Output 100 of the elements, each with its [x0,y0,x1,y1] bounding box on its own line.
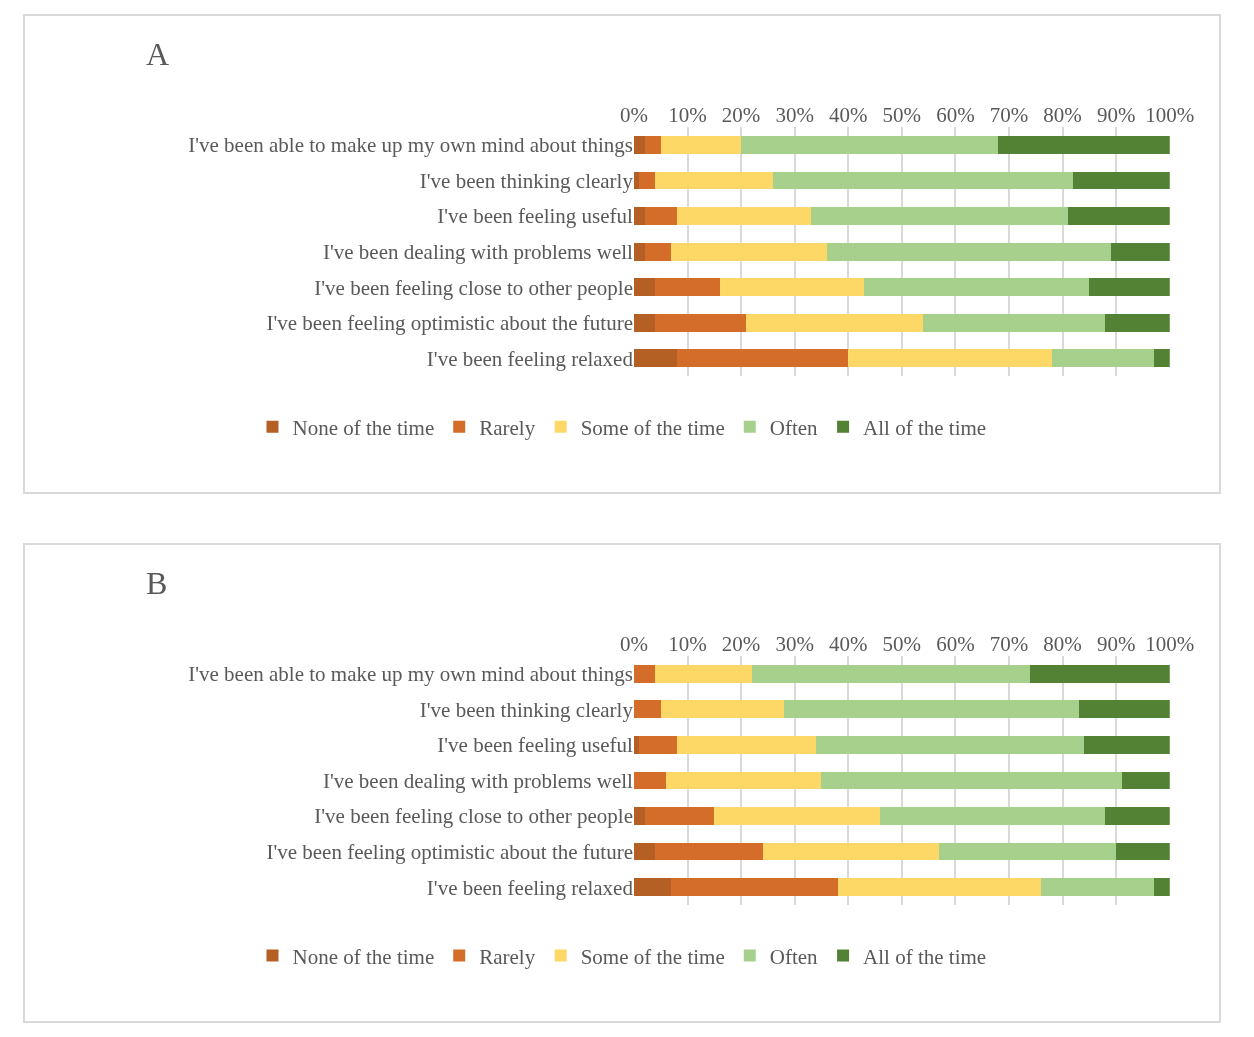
bar [644,242,672,261]
y-tick-label: I've been thinking clearly [419,697,634,722]
bar [880,807,1106,825]
x-tick-label: 10% [668,631,707,656]
x-tick-label: 60% [936,631,975,656]
y-tick-label: I've been feeling useful [437,204,634,229]
y-tick-label: I've been feeling optimistic about the future [266,839,633,864]
bar [633,313,656,332]
y-tick-label: I've been feeling relaxed [426,346,634,371]
bar [676,736,817,754]
bar [655,171,774,190]
y-tick-label: I've been feeling close to other people [314,804,633,829]
x-tick-label: 20% [721,102,761,127]
bar [1073,171,1170,190]
legend-label: All of the time [863,415,987,440]
x-tick-label: 70% [989,631,1029,656]
bar [1153,878,1170,897]
x-tick-label: 30% [775,102,814,127]
legend-label: Some of the time [580,415,725,440]
bar [773,171,1074,190]
y-tick-label: I've been feeling relaxed [426,875,634,900]
x-tick-label: 60% [936,102,975,127]
bar [783,700,1079,719]
bar [1116,842,1170,861]
x-tick-label: 50% [882,631,922,656]
bar [671,242,827,261]
bar [821,771,1122,790]
x-tick-label: 70% [989,102,1029,127]
bar [816,736,1085,754]
x-tick-label: 40% [829,631,868,656]
x-tick-label: 80% [1043,631,1082,656]
bar [1041,878,1154,897]
legend-label: Rarely [479,415,536,440]
x-tick-label: 90% [1096,631,1136,656]
bar [639,171,656,190]
bar [655,842,763,861]
x-tick-label: 20% [721,631,761,656]
bar [660,700,784,719]
legend-label: Often [769,415,819,440]
x-tick-label: 30% [775,631,814,656]
bar [848,349,1052,368]
bar [633,278,656,297]
y-tick-label: I've been feeling useful [437,733,634,758]
bar [633,207,645,225]
bar [998,136,1170,154]
y-tick-label: I've been feeling close to other people [314,275,633,300]
y-tick-label: I've been able to make up my own mind about things [188,662,633,687]
y-tick-label: I've been able to make up my own mind about things [188,133,633,158]
y-tick-label: I've been dealing with problems well [323,768,634,793]
x-tick-label: 80% [1043,102,1082,127]
bar [633,242,645,261]
bar [714,807,881,825]
bar [644,207,677,225]
bar [837,878,1042,897]
x-tick-label: 50% [882,102,922,127]
bar [1030,664,1170,683]
bar [633,700,661,719]
bar [655,313,747,332]
bar [923,313,1106,332]
bar [655,278,720,297]
bar [633,736,640,754]
y-tick-label: I've been dealing with problems well [323,239,634,264]
bar [639,736,677,754]
x-tick-label: 100% [1145,102,1195,127]
bar [644,136,661,154]
bar [671,878,838,897]
bar [666,771,822,790]
bar [741,136,999,154]
bar [1078,700,1170,719]
bar [826,242,1111,261]
text: B [146,565,168,601]
bar [633,136,645,154]
legend-label: All of the time [863,944,987,969]
bar [676,207,811,225]
bar [633,771,667,790]
x-tick-label: 0% [619,102,648,127]
y-tick-label: I've been feeling optimistic about the future [266,311,633,336]
bar [633,664,656,683]
bar [1067,207,1170,225]
legend-label: None of the time [292,944,435,969]
bar [655,664,752,683]
y-tick-label: I've been thinking clearly [419,168,634,193]
bar [676,349,849,368]
bar [644,807,715,825]
bar [660,136,742,154]
bar [864,278,1090,297]
legend-label: Some of the time [580,944,725,969]
bar [751,664,1031,683]
legend-label: Often [769,944,819,969]
bar [633,842,656,861]
x-tick-label: 90% [1096,102,1136,127]
bar [1153,349,1170,368]
x-tick-label: 100% [1145,631,1195,656]
bar [1089,278,1170,297]
bar [719,278,865,297]
bar [633,807,645,825]
legend-label: None of the time [292,415,435,440]
bar [1084,736,1170,754]
bar [810,207,1068,225]
bar [1051,349,1154,368]
